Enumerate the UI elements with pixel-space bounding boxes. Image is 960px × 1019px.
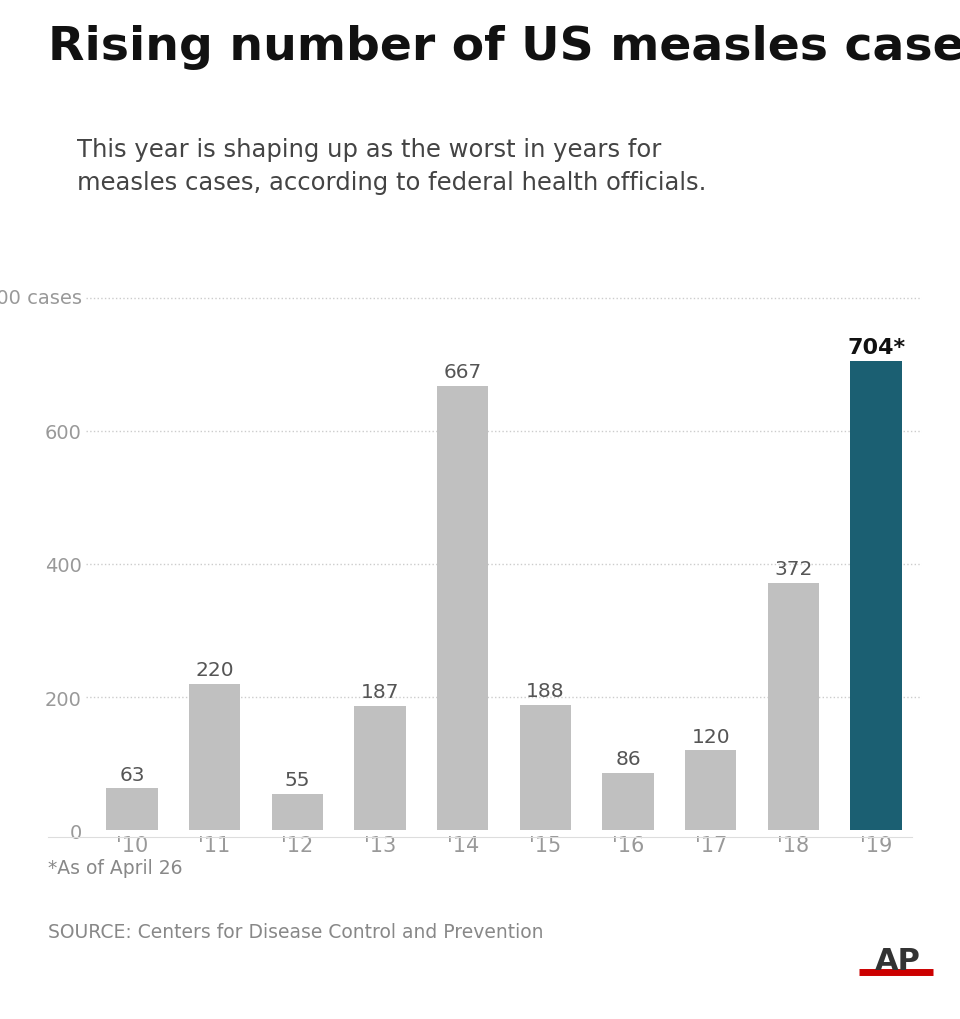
Text: 667: 667 <box>444 363 482 382</box>
Text: 120: 120 <box>691 727 730 746</box>
Bar <box>437 386 489 830</box>
Text: 704*: 704* <box>847 337 905 358</box>
Bar <box>519 705 571 830</box>
Bar <box>603 773 654 830</box>
Bar <box>768 583 819 830</box>
Bar <box>272 794 323 830</box>
Text: *As of April 26: *As of April 26 <box>48 858 182 877</box>
Bar <box>685 751 736 830</box>
Text: 800 cases: 800 cases <box>0 288 83 308</box>
Text: 187: 187 <box>361 683 399 701</box>
Text: SOURCE: Centers for Disease Control and Prevention: SOURCE: Centers for Disease Control and … <box>48 922 543 942</box>
Text: 86: 86 <box>615 750 641 768</box>
Text: 372: 372 <box>774 559 812 579</box>
Text: 63: 63 <box>119 765 145 784</box>
Bar <box>189 684 240 830</box>
Text: This year is shaping up as the worst in years for
measles cases, according to fe: This year is shaping up as the worst in … <box>77 138 707 195</box>
Text: Rising number of US measles cases: Rising number of US measles cases <box>48 25 960 70</box>
Bar <box>851 362 901 830</box>
Bar <box>107 789 157 830</box>
Text: 188: 188 <box>526 682 564 701</box>
Bar <box>354 706 405 830</box>
Text: AP: AP <box>875 946 921 974</box>
Text: 55: 55 <box>284 770 310 790</box>
Text: 220: 220 <box>195 660 234 680</box>
